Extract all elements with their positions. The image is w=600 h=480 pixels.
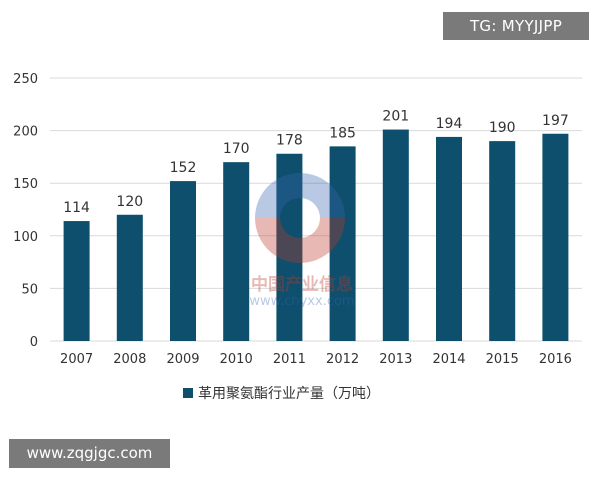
data-label-2009: 152 [170, 160, 197, 176]
data-label-2007: 114 [63, 200, 90, 216]
bar-2009 [170, 181, 196, 341]
data-label-2011: 178 [276, 133, 303, 149]
y-tick-label: 50 [21, 282, 38, 297]
y-tick-label: 100 [13, 230, 38, 245]
y-tick-label: 0 [30, 335, 38, 350]
data-label-2008: 120 [116, 194, 143, 210]
x-tick-label: 2014 [432, 352, 465, 367]
x-tick-label: 2016 [539, 352, 572, 367]
x-tick-label: 2008 [113, 352, 146, 367]
bar-2016 [542, 133, 569, 341]
bar-2012 [329, 146, 356, 341]
y-tick-label: 200 [13, 125, 38, 140]
data-label-2012: 185 [329, 125, 356, 141]
website-badge[interactable]: www.zqgjgc.com [9, 439, 170, 468]
bars [63, 129, 569, 341]
x-tick-label: 2013 [379, 352, 412, 367]
legend-swatch [183, 388, 193, 398]
watermark-logo-icon [250, 168, 350, 272]
telegram-badge: TG: MYYJJPP [443, 12, 589, 40]
bar-2014 [436, 136, 462, 341]
bar-2007 [63, 221, 90, 341]
data-label-2010: 170 [223, 141, 250, 157]
legend-label: 革用聚氨酯行业产量（万吨） [198, 386, 380, 402]
x-tick-label: 2015 [486, 352, 519, 367]
data-label-2014: 194 [436, 116, 463, 132]
y-axis-ticks: 0 50 100 150 200 250 [13, 72, 38, 350]
x-tick-label: 2009 [166, 352, 199, 367]
x-tick-label: 2010 [220, 352, 253, 367]
bar-2010 [223, 162, 250, 341]
x-tick-label: 2011 [273, 352, 306, 367]
x-tick-label: 2012 [326, 352, 359, 367]
watermark-name: 中国产业信息 [251, 275, 353, 295]
x-tick-label: 2007 [60, 352, 93, 367]
y-tick-label: 250 [13, 72, 38, 87]
bar-2011 [276, 153, 303, 341]
bar-2015 [489, 141, 516, 341]
data-label-2015: 190 [489, 120, 516, 136]
data-labels: 114 120 152 170 178 185 201 194 190 197 [63, 109, 569, 217]
data-label-2013: 201 [382, 109, 409, 125]
watermark-url: www.chyxx.com [249, 294, 355, 309]
legend: 革用聚氨酯行业产量（万吨） [183, 386, 380, 402]
data-label-2016: 197 [542, 113, 569, 129]
x-axis-ticks: 2007 2008 2009 2010 2011 2012 2013 2014 2015 2016 [60, 352, 572, 367]
bar-2013 [382, 129, 409, 341]
y-tick-label: 150 [13, 177, 38, 192]
bar-2008 [116, 214, 143, 341]
